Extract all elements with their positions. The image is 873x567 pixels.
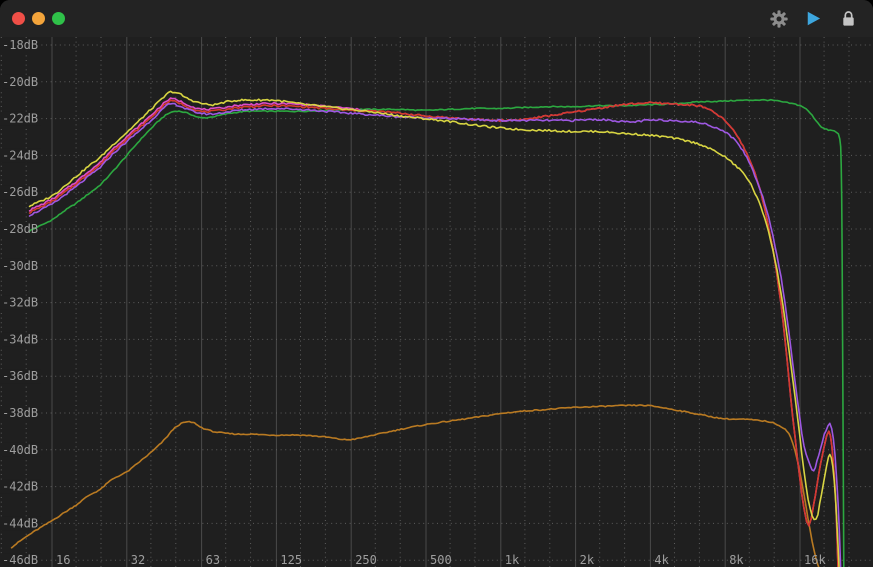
y-tick-label: -24dB xyxy=(2,148,38,162)
y-label-bg xyxy=(0,185,41,200)
y-tick-label: -46dB xyxy=(2,553,38,567)
lock-icon xyxy=(843,11,854,26)
y-label-bg xyxy=(0,38,41,52)
y-label-bg xyxy=(0,406,41,420)
y-label-bg xyxy=(0,295,41,310)
x-tick-label: 4k xyxy=(654,553,669,567)
x-tick-label: 2k xyxy=(580,553,595,567)
play-icon xyxy=(807,11,821,26)
minimize-button[interactable] xyxy=(32,12,45,25)
y-tick-label: -40dB xyxy=(2,443,38,457)
y-label-bg xyxy=(0,479,41,494)
y-label-bg xyxy=(0,369,41,384)
y-tick-label: -32dB xyxy=(2,296,38,310)
x-tick-label: 63 xyxy=(206,553,220,567)
y-label-bg xyxy=(0,258,41,273)
x-tick-label: 125 xyxy=(280,553,302,567)
y-tick-label: -38dB xyxy=(2,406,38,420)
x-tick-label: 1k xyxy=(505,553,520,567)
y-tick-label: -34dB xyxy=(2,332,38,346)
y-label-bg xyxy=(0,222,41,236)
window-controls xyxy=(12,12,65,25)
curve-purple xyxy=(28,102,842,567)
y-tick-label: -30dB xyxy=(2,259,38,273)
gear-icon xyxy=(769,9,788,28)
lock-button[interactable] xyxy=(839,9,858,28)
settings-button[interactable] xyxy=(769,9,788,28)
titlebar xyxy=(0,0,873,37)
y-label-bg xyxy=(0,148,41,163)
y-tick-label: -36dB xyxy=(2,369,38,383)
x-tick-label: 8k xyxy=(729,553,744,567)
y-label-bg xyxy=(0,74,41,89)
y-label-bg xyxy=(0,332,41,347)
x-tick-label: 16k xyxy=(804,553,826,567)
y-tick-label: -20dB xyxy=(2,75,38,89)
play-button[interactable] xyxy=(804,9,823,28)
y-tick-label: -42dB xyxy=(2,480,38,494)
close-button[interactable] xyxy=(12,12,25,25)
y-label-bg xyxy=(0,442,41,457)
x-tick-label: 500 xyxy=(430,553,452,567)
toolbar xyxy=(769,9,858,28)
y-label-bg xyxy=(0,516,41,531)
x-tick-label: 32 xyxy=(131,553,145,567)
zoom-button[interactable] xyxy=(52,12,65,25)
y-label-bg xyxy=(0,111,41,126)
curve-orange xyxy=(10,404,820,567)
y-tick-label: -22dB xyxy=(2,112,38,126)
y-tick-label: -28dB xyxy=(2,222,38,236)
y-tick-label: -44dB xyxy=(2,516,38,530)
curve-green xyxy=(28,98,845,567)
y-tick-label: -26dB xyxy=(2,185,38,199)
curve-yellow xyxy=(28,90,840,567)
x-tick-label: 16 xyxy=(56,553,70,567)
y-tick-label: -18dB xyxy=(2,38,38,52)
x-tick-label: 250 xyxy=(355,553,377,567)
curve-red xyxy=(28,99,839,567)
y-label-bg xyxy=(0,553,41,567)
